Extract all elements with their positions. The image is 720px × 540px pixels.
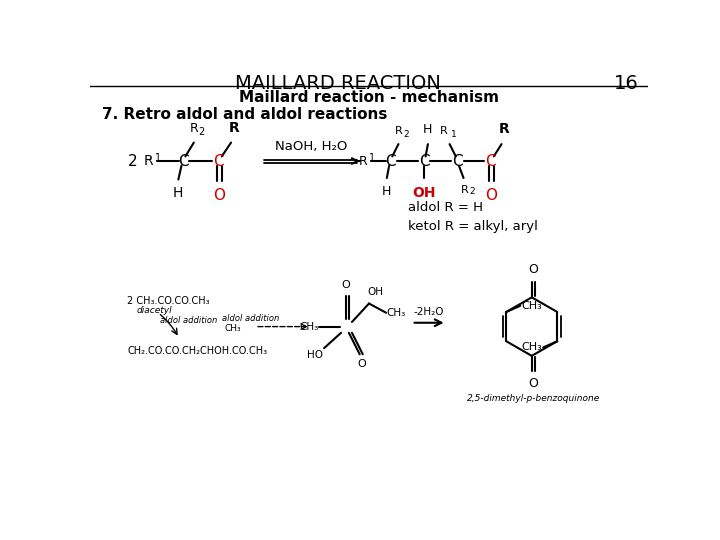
Text: O: O	[485, 188, 498, 203]
Text: O: O	[528, 377, 539, 390]
Text: R: R	[144, 154, 153, 168]
Text: OH: OH	[413, 186, 436, 200]
Text: R: R	[441, 126, 448, 137]
Text: 2: 2	[403, 130, 409, 139]
Text: CH₃: CH₃	[225, 323, 241, 333]
Text: H: H	[172, 186, 183, 200]
Text: -2H₂O: -2H₂O	[414, 307, 444, 316]
Text: 2: 2	[469, 187, 475, 196]
Text: 7. Retro aldol and aldol reactions: 7. Retro aldol and aldol reactions	[102, 107, 387, 122]
Text: C: C	[452, 153, 463, 168]
Text: R: R	[499, 123, 510, 137]
Text: C: C	[178, 153, 189, 168]
Text: R: R	[189, 122, 198, 135]
Text: R: R	[229, 121, 240, 135]
Text: O: O	[341, 280, 350, 289]
Text: Maillard reaction - mechanism: Maillard reaction - mechanism	[239, 90, 499, 105]
Text: NaOH, H₂O: NaOH, H₂O	[275, 140, 347, 153]
Text: 16: 16	[614, 74, 639, 93]
Text: R: R	[462, 185, 469, 195]
Text: HO: HO	[307, 350, 323, 360]
Text: R: R	[359, 154, 367, 167]
Text: aldol addition: aldol addition	[222, 314, 279, 323]
Text: O: O	[528, 263, 539, 276]
Text: C: C	[485, 153, 496, 168]
Text: CH₃: CH₃	[522, 301, 542, 311]
Text: MAILLARD REACTION: MAILLARD REACTION	[235, 74, 441, 93]
Text: C: C	[385, 153, 396, 168]
Text: aldol R = H
ketol R = alkyl, aryl: aldol R = H ketol R = alkyl, aryl	[408, 201, 538, 233]
Text: H: H	[382, 185, 391, 198]
Text: O: O	[357, 359, 366, 369]
Text: 2: 2	[128, 153, 138, 168]
Text: CH₃: CH₃	[300, 322, 319, 332]
Text: R: R	[395, 126, 402, 137]
Text: 1: 1	[155, 153, 161, 164]
Text: 2: 2	[199, 127, 204, 137]
Text: diacetyl: diacetyl	[137, 306, 172, 315]
Text: CH₂.CO.CO.CH₂CHOH.CO.CH₃: CH₂.CO.CO.CH₂CHOH.CO.CH₃	[127, 346, 267, 356]
Text: CH₃: CH₃	[386, 308, 405, 318]
Text: CH₃: CH₃	[521, 342, 541, 353]
Text: aldol addition: aldol addition	[160, 316, 217, 325]
Text: 1: 1	[451, 130, 457, 139]
Text: C: C	[213, 153, 224, 168]
Text: OH: OH	[367, 287, 384, 298]
Text: C: C	[419, 153, 429, 168]
Text: 2 CH₃.CO.CO.CH₃: 2 CH₃.CO.CO.CH₃	[127, 296, 210, 306]
Text: H: H	[423, 124, 433, 137]
Text: 1: 1	[369, 153, 375, 164]
Text: O: O	[213, 188, 225, 203]
Text: 2,5-dimethyl-p-benzoquinone: 2,5-dimethyl-p-benzoquinone	[467, 394, 600, 403]
